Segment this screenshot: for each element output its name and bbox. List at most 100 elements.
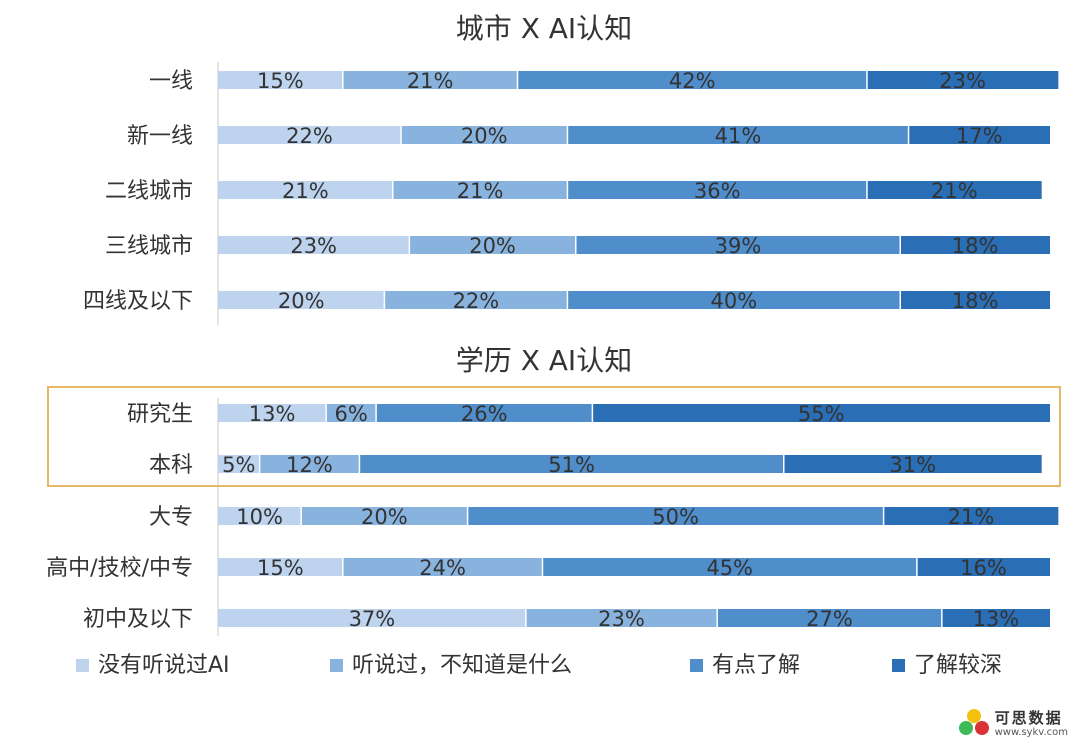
bar-segment — [467, 507, 884, 525]
watermark-logo-icon — [958, 709, 989, 739]
data-label: 15% — [257, 69, 304, 93]
data-label: 21% — [931, 179, 978, 203]
data-label: 37% — [349, 607, 396, 631]
bar-segment — [517, 71, 867, 89]
data-label: 22% — [286, 124, 333, 148]
bar-segment — [218, 404, 327, 422]
data-label: 12% — [286, 453, 333, 477]
data-label: 23% — [290, 234, 337, 258]
bar-segment — [218, 455, 260, 473]
data-label: 21% — [948, 505, 995, 529]
data-label: 24% — [419, 556, 466, 580]
data-label: 26% — [461, 402, 508, 426]
legend-label: 没有听说过AI — [98, 653, 230, 678]
data-label: 39% — [715, 234, 762, 258]
data-label: 21% — [282, 179, 329, 203]
bar-segment — [866, 181, 1042, 199]
bar-segment — [401, 126, 568, 144]
data-label: 51% — [548, 453, 595, 477]
bar-segment — [575, 236, 901, 254]
bar-segment — [900, 291, 1050, 309]
data-label: 45% — [706, 556, 753, 580]
bar-segment — [567, 291, 901, 309]
bar-segment — [567, 126, 909, 144]
bar-segment — [218, 126, 402, 144]
bar-segment — [218, 558, 343, 576]
data-label: 50% — [652, 505, 699, 529]
legend-swatch — [892, 659, 905, 672]
data-label: 41% — [715, 124, 762, 148]
data-label: 36% — [694, 179, 741, 203]
watermark: 可思数据 www.sykv.com — [958, 709, 1068, 739]
data-label: 20% — [461, 124, 508, 148]
bar-segment — [259, 455, 360, 473]
legend-label: 听说过，不知道是什么 — [352, 653, 572, 678]
category-label: 新一线 — [127, 124, 193, 149]
bar-segment — [542, 558, 917, 576]
bar-segment — [218, 609, 526, 627]
watermark-title: 可思数据 — [994, 709, 1063, 728]
bar-segment — [218, 71, 343, 89]
data-label: 15% — [257, 556, 304, 580]
bar-segment — [866, 71, 1059, 89]
bar-segment — [218, 236, 410, 254]
watermark-url: www.sykv.com — [994, 726, 1068, 738]
legend-swatch — [690, 659, 703, 672]
bar-segment — [717, 609, 942, 627]
bar-segment — [916, 558, 1050, 576]
bar-segment — [218, 291, 385, 309]
bar-segment — [326, 404, 377, 422]
chart-title: 城市 X AI认知 — [456, 12, 632, 45]
legend-label: 了解较深 — [914, 653, 1002, 678]
data-label: 21% — [457, 179, 504, 203]
data-label: 23% — [939, 69, 986, 93]
data-label: 42% — [669, 69, 716, 93]
data-label: 10% — [236, 505, 283, 529]
category-label: 三线城市 — [105, 234, 193, 259]
category-label: 二线城市 — [105, 179, 193, 204]
bar-segment — [359, 455, 784, 473]
bar-segment — [218, 181, 393, 199]
bar-segment — [783, 455, 1042, 473]
data-label: 6% — [334, 402, 367, 426]
bar-segment — [941, 609, 1050, 627]
bar-segment — [592, 404, 1050, 422]
bar-segment — [342, 558, 543, 576]
legend-swatch — [330, 659, 343, 672]
bar-segment — [567, 181, 867, 199]
data-label: 20% — [469, 234, 516, 258]
legend-swatch — [76, 659, 89, 672]
data-label: 31% — [889, 453, 936, 477]
bar-segment — [409, 236, 576, 254]
category-label: 大专 — [149, 505, 193, 530]
data-label: 18% — [952, 234, 999, 258]
bar-segment — [384, 291, 568, 309]
data-label: 22% — [453, 289, 500, 313]
data-label: 23% — [598, 607, 645, 631]
bar-segment — [342, 71, 518, 89]
category-label: 本科 — [149, 453, 193, 478]
data-label: 13% — [249, 402, 296, 426]
data-label: 20% — [361, 505, 408, 529]
category-label: 一线 — [149, 69, 193, 94]
data-label: 18% — [952, 289, 999, 313]
bar-segment — [525, 609, 718, 627]
data-label: 20% — [278, 289, 325, 313]
bar-segment — [301, 507, 468, 525]
data-label: 5% — [222, 453, 255, 477]
legend-label: 有点了解 — [712, 653, 800, 678]
bar-segment — [908, 126, 1050, 144]
category-label: 高中/技校/中专 — [46, 556, 193, 581]
highlight-box — [47, 386, 1061, 487]
data-label: 21% — [407, 69, 454, 93]
data-label: 17% — [956, 124, 1003, 148]
bar-segment — [392, 181, 568, 199]
bar-segment — [218, 507, 302, 525]
data-label: 27% — [806, 607, 853, 631]
bar-segment — [376, 404, 593, 422]
chart-title: 学历 X AI认知 — [456, 344, 632, 377]
data-label: 16% — [960, 556, 1007, 580]
data-label: 55% — [798, 402, 845, 426]
